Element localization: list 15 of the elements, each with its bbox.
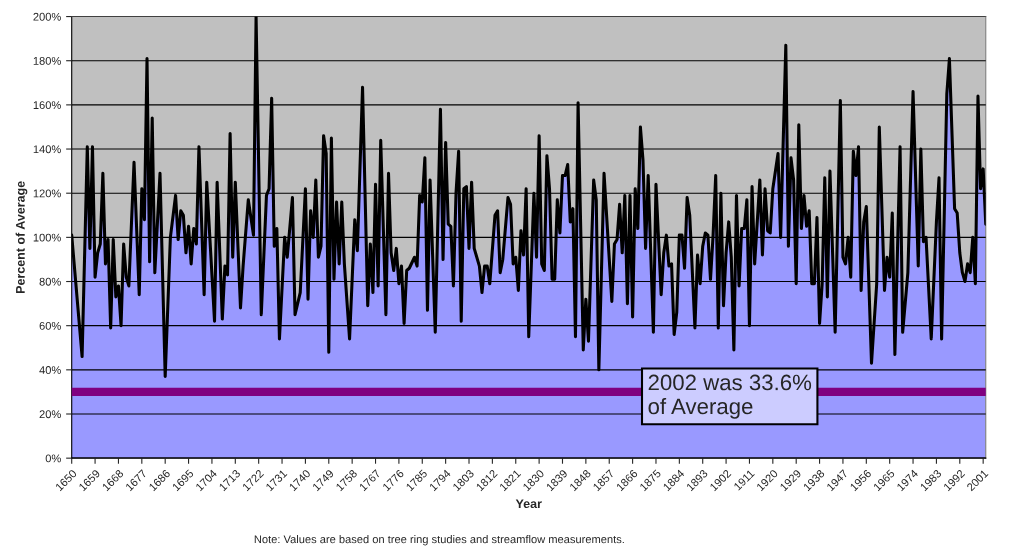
y-tick-label: 180% xyxy=(33,56,61,65)
y-tick-label: 100% xyxy=(33,233,61,242)
y-tick-label: 20% xyxy=(39,410,61,419)
x-axis-title: Year xyxy=(515,499,542,509)
y-tick-label: 40% xyxy=(39,366,61,374)
y-tick-label: 0% xyxy=(45,454,61,463)
y-axis-title: Percent of Average xyxy=(15,181,28,294)
y-tick-label: 60% xyxy=(39,321,61,330)
y-tick-label: 140% xyxy=(33,145,61,154)
y-tick-label: 160% xyxy=(33,101,61,110)
text: Note: Values are based on tree ring studies and streamflow measurements. xyxy=(254,535,624,546)
y-tick-label: 200% xyxy=(33,12,61,21)
annotation: 2002 was 33.6% of Average xyxy=(648,374,812,419)
y-tick-label: 120% xyxy=(33,189,61,198)
y-tick-label: 80% xyxy=(39,277,61,286)
